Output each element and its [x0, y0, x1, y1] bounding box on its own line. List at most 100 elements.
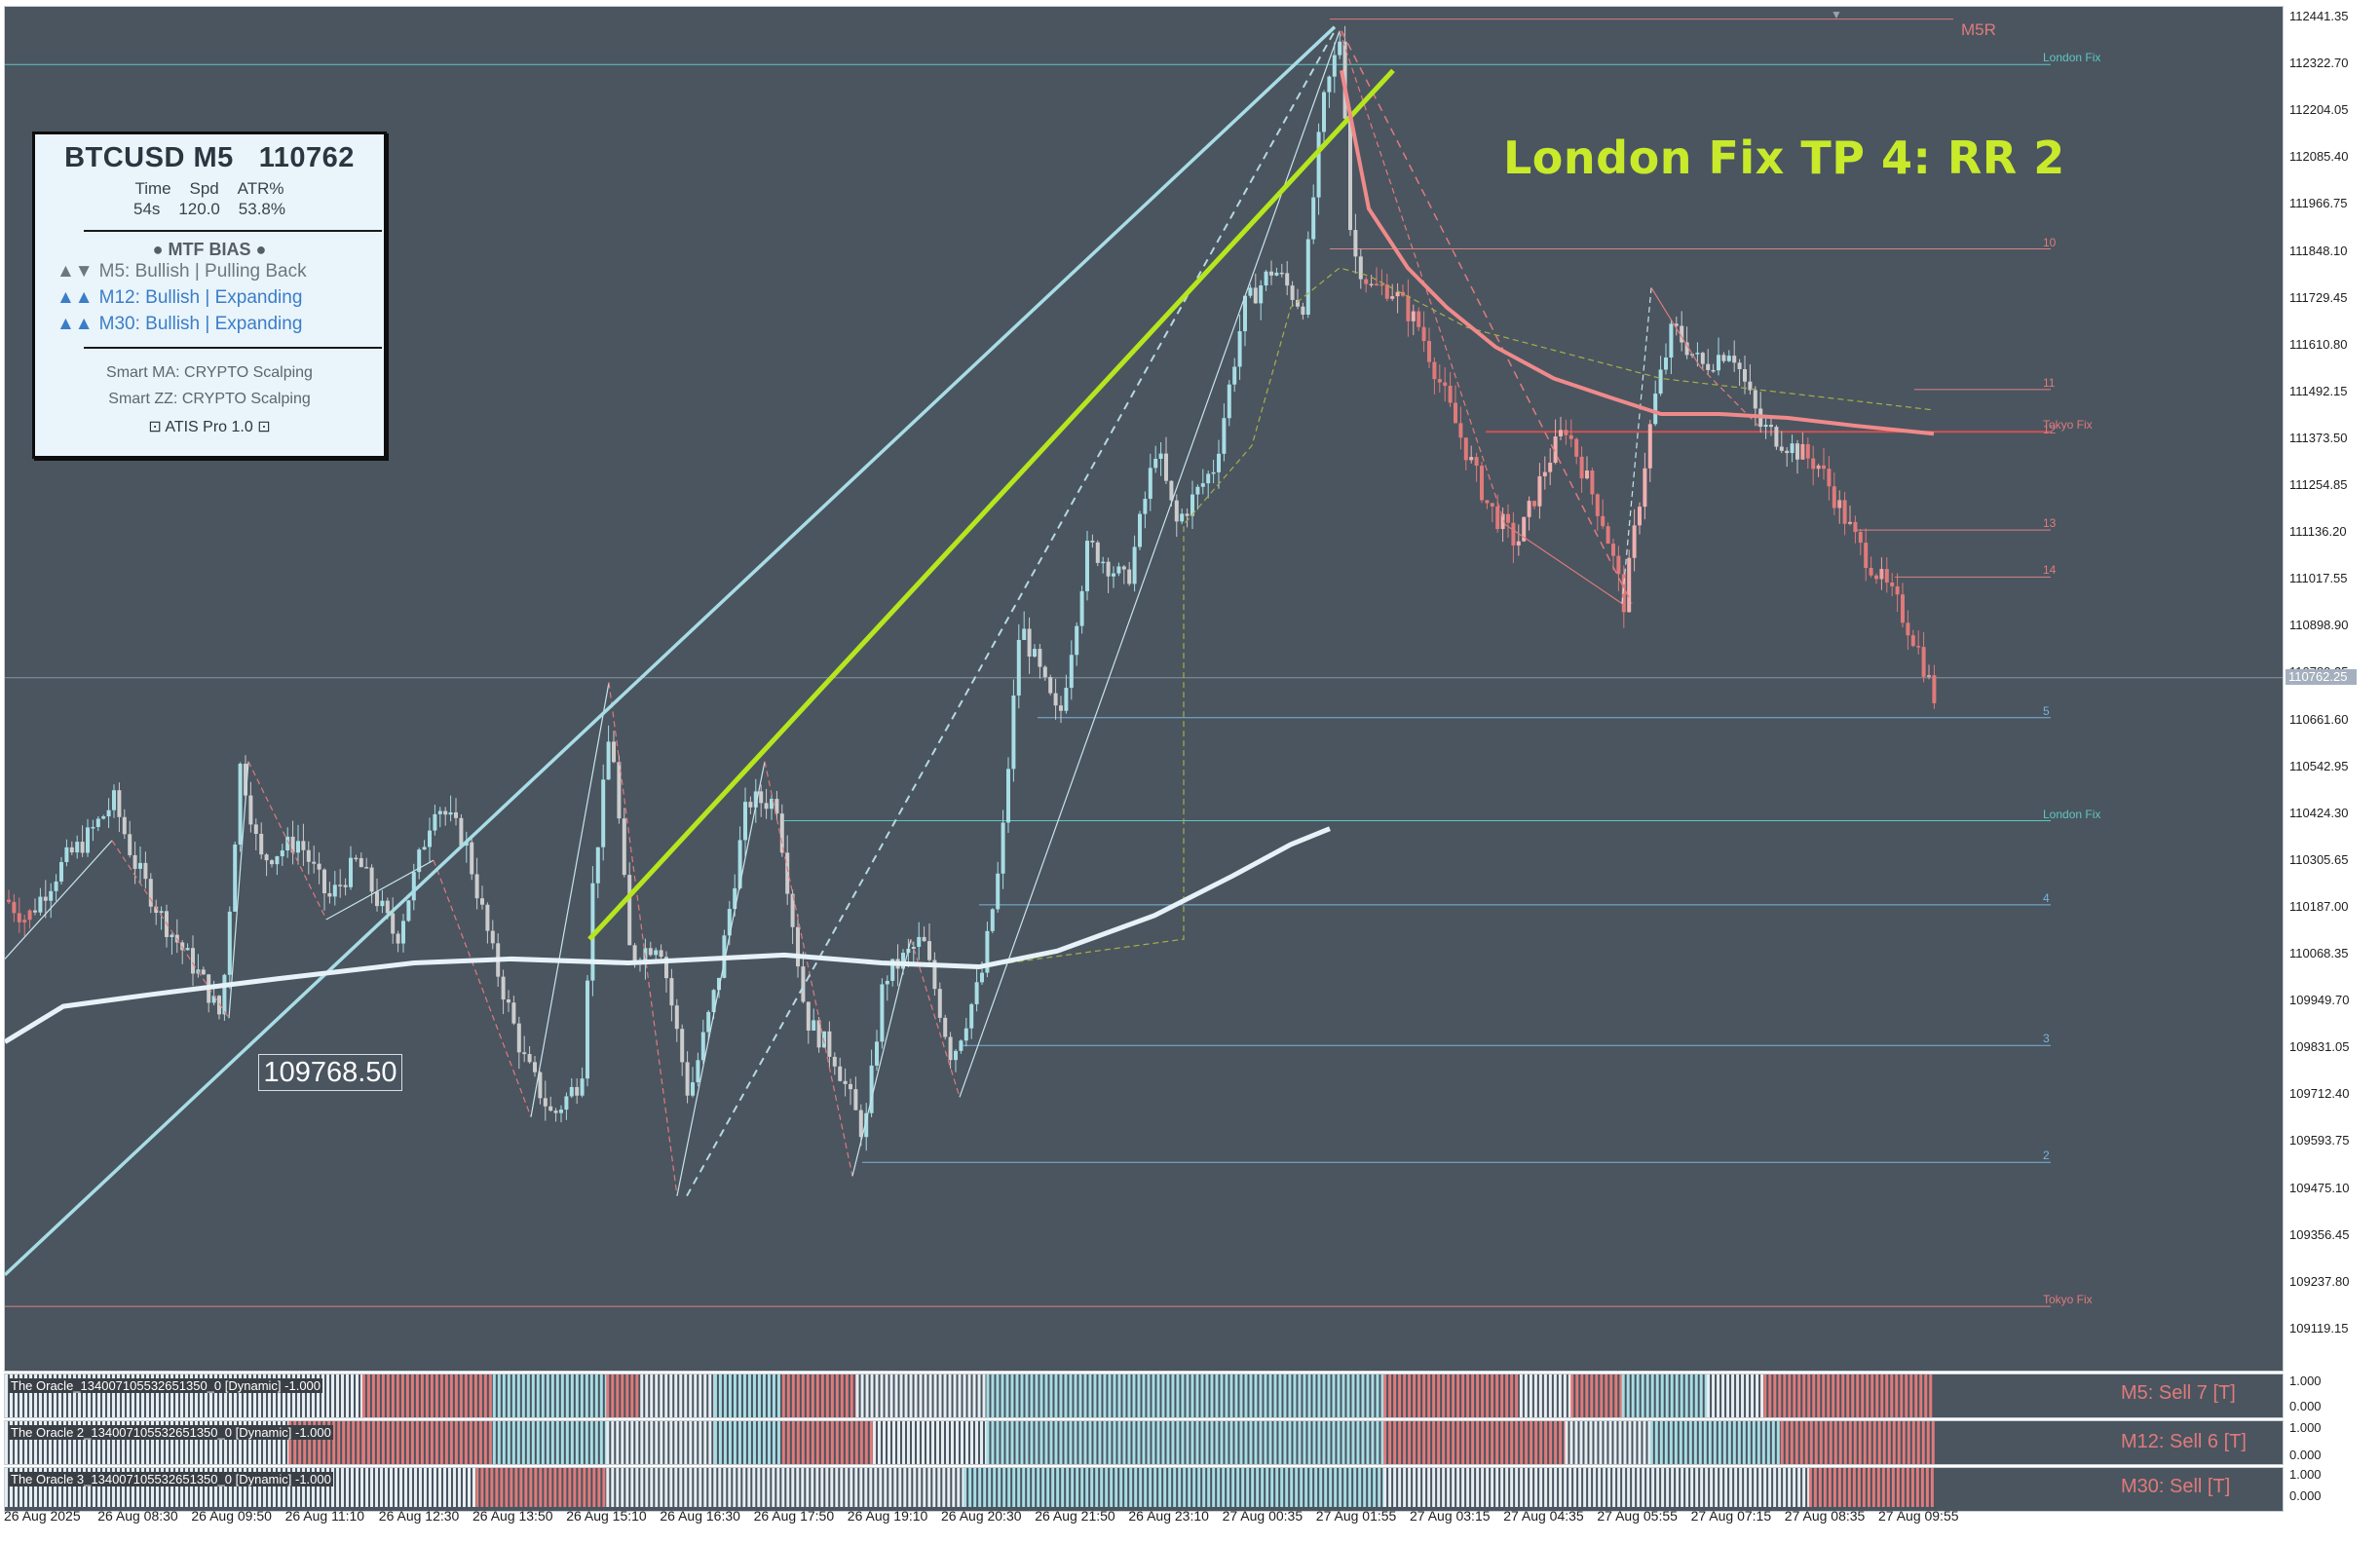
candle-body — [1816, 465, 1821, 470]
oscillator-bar — [1327, 1374, 1331, 1417]
oscillator-bar — [1471, 1374, 1475, 1417]
oscillator-bar — [718, 1468, 722, 1507]
candle-body — [911, 946, 916, 950]
oscillator-bar — [1891, 1468, 1895, 1507]
oscillator-bar — [1588, 1468, 1592, 1507]
oscillator-bar — [29, 1421, 32, 1464]
candle-body — [22, 920, 27, 922]
candle-body — [112, 790, 116, 810]
oscillator-bar — [469, 1421, 472, 1464]
price-tick-label: 109712.40 — [2289, 1086, 2350, 1102]
oscillator-bar — [917, 1421, 920, 1464]
oscillator-panel-m5[interactable]: The Oracle_134007105532651350_0 [Dynamic… — [4, 1374, 2284, 1418]
oscillator-bar — [1051, 1468, 1055, 1507]
oscillator-bar — [399, 1468, 402, 1507]
oscillator-bar — [723, 1421, 727, 1464]
candle-body — [411, 872, 416, 901]
oscillator-bar — [859, 1468, 863, 1507]
oscillator-bar — [1871, 1468, 1875, 1507]
oscillator-bar — [1857, 1468, 1861, 1507]
oscillator-bar — [776, 1468, 780, 1507]
price-tick-label: 112204.05 — [2289, 102, 2349, 118]
oscillator-bar — [1388, 1374, 1392, 1417]
candle-body — [501, 976, 506, 1000]
oscillator-bar — [73, 1421, 76, 1464]
oscillator-bar — [892, 1421, 895, 1464]
oscillator-bar — [951, 1421, 954, 1464]
candle-body — [1606, 526, 1610, 545]
candle-body — [1695, 353, 1700, 355]
oscillator-bar — [1064, 1374, 1068, 1417]
oscillator-bar — [723, 1374, 727, 1417]
oscillator-bar — [132, 1421, 134, 1464]
oscillator-bar — [1452, 1374, 1455, 1417]
oscillator-bar — [978, 1468, 982, 1507]
candle-body — [1779, 446, 1784, 451]
candle-body — [1485, 500, 1490, 504]
oscillator-bar — [360, 1468, 363, 1507]
oscillator-bar — [580, 1421, 584, 1464]
oscillator-bar — [1486, 1468, 1490, 1507]
oscillator-bar — [58, 1468, 61, 1507]
oscillator-bar — [1886, 1468, 1890, 1507]
oscillator-bar — [1059, 1421, 1063, 1464]
candle-body — [1417, 311, 1421, 327]
oscillator-bar — [1093, 1374, 1097, 1417]
time-tick-label: 27 Aug 09:55 — [1878, 1508, 1959, 1524]
candle-body — [270, 860, 274, 865]
oscillator-bar — [15, 1421, 18, 1464]
oscillator-bar — [502, 1374, 506, 1417]
price-chart-canvas[interactable]: ▼ — [5, 7, 2283, 1371]
time-tick-label: 26 Aug 20:30 — [941, 1508, 1022, 1524]
oscillator-bar — [1166, 1421, 1170, 1464]
candle-body — [586, 980, 589, 1079]
oscillator-bar — [1693, 1421, 1697, 1464]
oscillator-bar — [1129, 1468, 1133, 1507]
oscillator-bar — [371, 1374, 375, 1417]
oscillator-bar — [937, 1468, 941, 1507]
oscillator-bar — [400, 1374, 404, 1417]
oscillator-bar — [29, 1468, 32, 1507]
candle-body — [816, 1020, 821, 1048]
oscillator-bar — [331, 1468, 334, 1507]
oscillator-panel-m12[interactable]: The Oracle 2_134007105532651350_0 [Dynam… — [4, 1420, 2284, 1465]
oscillator-bar — [318, 1421, 321, 1464]
oscillator-bar — [1609, 1374, 1613, 1417]
oscillator-bar — [1010, 1374, 1014, 1417]
oscillator-panel-m30[interactable]: The Oracle 3_134007105532651350_0 [Dynam… — [4, 1467, 2284, 1512]
price-chart-area[interactable]: ▼ BTCUSD M5 110762 Time Spd ATR% 54s 120.… — [4, 6, 2284, 1372]
oscillator-bar — [478, 1421, 482, 1464]
oscillator-bar — [927, 1468, 931, 1507]
oscillator-bar — [977, 1374, 981, 1417]
oscillator-bar — [166, 1421, 169, 1464]
oscillator-bar — [195, 1374, 198, 1417]
oscillator-bar — [430, 1421, 434, 1464]
oscillator-bar — [420, 1421, 424, 1464]
oscillator-bar — [244, 1468, 246, 1507]
oscillator-bar — [679, 1374, 683, 1417]
oscillator-bar — [815, 1374, 819, 1417]
oscillator-bar — [1631, 1374, 1635, 1417]
zigzag-segment — [325, 859, 434, 921]
oscillator-bar — [1437, 1421, 1441, 1464]
oscillator-bar — [630, 1421, 634, 1464]
candle-body — [1243, 295, 1247, 332]
candle-body — [332, 884, 337, 897]
candle-body — [1916, 646, 1921, 648]
price-tick-label: 111966.75 — [2289, 196, 2348, 211]
candle-body — [764, 803, 769, 809]
oscillator-bar — [1589, 1421, 1593, 1464]
candle-body — [27, 910, 32, 921]
oscillator-bar — [287, 1468, 290, 1507]
symbol-label: BTCUSD M5 — [64, 142, 234, 173]
fast-moving-average — [1340, 69, 1935, 436]
oscillator-bar — [575, 1421, 579, 1464]
oscillator-bar — [127, 1468, 130, 1507]
oscillator-bar — [1823, 1468, 1827, 1507]
oscillator-bar — [107, 1468, 110, 1507]
price-axis[interactable] — [2284, 0, 2380, 1543]
candle-body — [1553, 436, 1558, 463]
time-tick-label: 27 Aug 01:55 — [1315, 1508, 1397, 1524]
candle-body — [1264, 271, 1268, 286]
candle-body — [700, 1032, 705, 1061]
